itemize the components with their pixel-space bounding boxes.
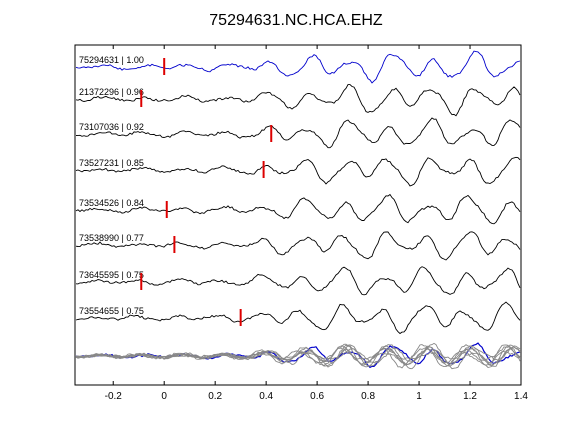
- trace-line: [75, 193, 521, 225]
- x-tick-label: 0.8: [361, 391, 375, 402]
- trace-label: 73107036 | 0.92: [79, 122, 144, 132]
- trace-line: [75, 50, 521, 84]
- trace-label: 73527231 | 0.85: [79, 158, 144, 168]
- chart-title: 75294631.NC.HCA.EHZ: [209, 12, 383, 29]
- trace-label: 21372296 | 0.96: [79, 87, 144, 97]
- trace-line: [75, 156, 521, 187]
- x-tick-label: -0.2: [105, 391, 123, 402]
- x-axis: -0.2 0 0.2 0.4 0.6 0.8 1 1.2 1.4: [105, 45, 528, 402]
- x-tick-label: 0: [161, 391, 167, 402]
- overlay-trace-line: [75, 343, 521, 367]
- x-tick-label: 1.2: [463, 391, 477, 402]
- x-tick-label: 1: [416, 391, 422, 402]
- x-tick-label: 0.4: [259, 391, 273, 402]
- overlay-stack: [75, 342, 521, 370]
- trace-line: [75, 301, 521, 335]
- x-tick-label: 0.6: [310, 391, 324, 402]
- trace-line: [75, 231, 521, 261]
- trace-label: 73538990 | 0.77: [79, 233, 144, 243]
- trace-label: 75294631 | 1.00: [79, 55, 144, 65]
- x-tick-label: 0.2: [208, 391, 222, 402]
- plot-frame: [74, 44, 522, 386]
- trace-label: 73645595 | 0.75: [79, 270, 144, 280]
- trace-line: [75, 84, 521, 117]
- trace-line: [75, 117, 521, 149]
- trace-group: 75294631 | 1.00 21372296 | 0.96 73107036 |…: [75, 50, 521, 335]
- trace-line: [75, 266, 521, 296]
- trace-label: 73534526 | 0.84: [79, 198, 144, 208]
- overlay-trace-line: [75, 344, 521, 369]
- overlay-trace-line: [75, 345, 521, 370]
- trace-label: 73554655 | 0.75: [79, 306, 144, 316]
- x-tick-label: 1.4: [514, 391, 528, 402]
